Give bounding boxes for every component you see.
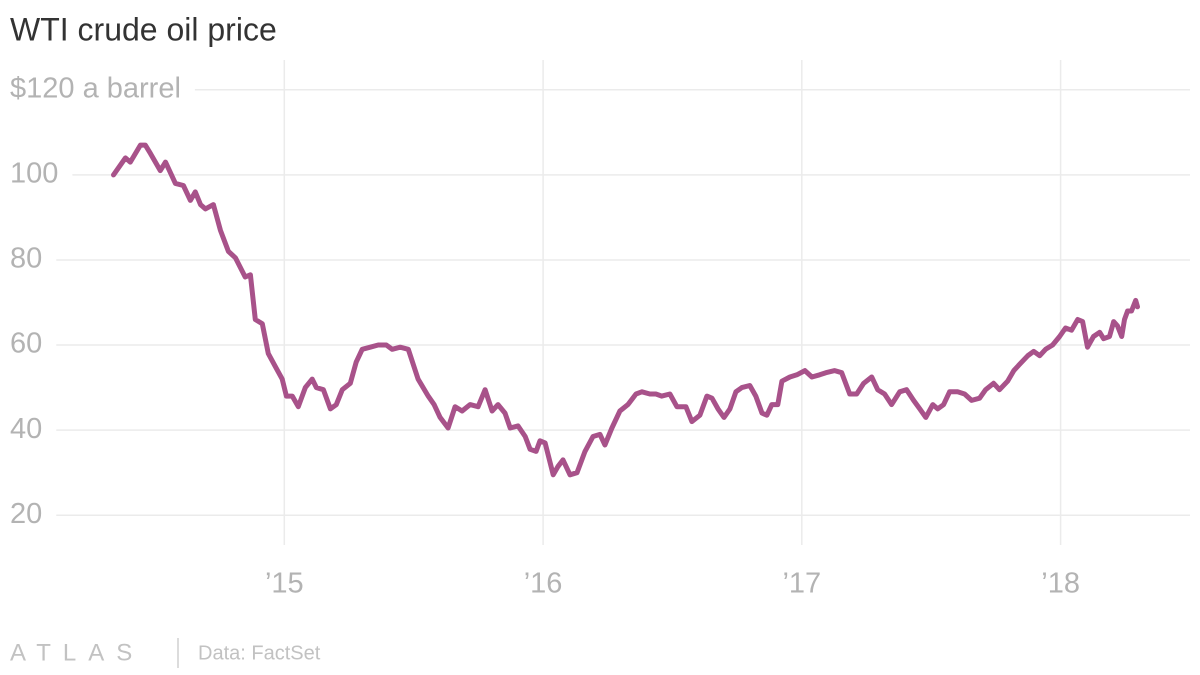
y-tick-label: 40	[10, 413, 42, 445]
y-tick-label: 80	[10, 243, 42, 275]
y-tick-label: 60	[10, 328, 42, 360]
price-line	[111, 142, 1140, 478]
logo: ATLAS	[10, 639, 144, 666]
source: Data: FactSet	[198, 642, 321, 664]
chart-title: WTI crude oil price	[10, 11, 277, 47]
x-tick-label: ’17	[782, 568, 821, 600]
y-tick-label: $120 a barrel	[10, 72, 181, 104]
y-tick-label: 20	[10, 498, 42, 530]
x-tick-label: ’15	[265, 568, 304, 600]
y-tick-label: 100	[10, 158, 58, 190]
x-tick-label: ’16	[524, 568, 563, 600]
x-tick-label: ’18	[1041, 568, 1080, 600]
